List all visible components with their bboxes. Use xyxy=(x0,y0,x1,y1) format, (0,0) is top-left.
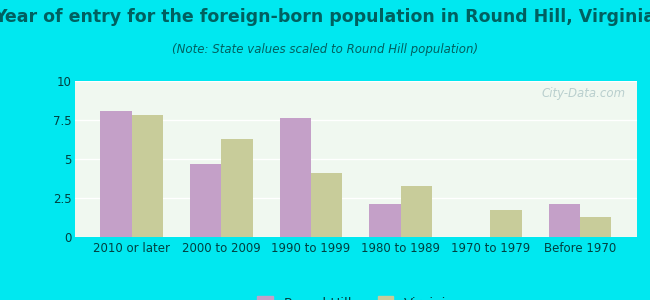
Text: City-Data.com: City-Data.com xyxy=(541,87,626,100)
Bar xyxy=(132,115,163,237)
Bar xyxy=(400,185,432,237)
Bar xyxy=(311,173,343,237)
Bar xyxy=(490,211,522,237)
Text: Year of entry for the foreign-born population in Round Hill, Virginia: Year of entry for the foreign-born popul… xyxy=(0,8,650,26)
Bar xyxy=(549,204,580,237)
Bar xyxy=(280,118,311,237)
Legend: Round Hill, Virginia: Round Hill, Virginia xyxy=(252,290,460,300)
Bar xyxy=(369,204,400,237)
Bar xyxy=(580,217,612,237)
Bar xyxy=(222,139,253,237)
Text: (Note: State values scaled to Round Hill population): (Note: State values scaled to Round Hill… xyxy=(172,44,478,56)
Bar xyxy=(100,111,132,237)
Bar xyxy=(190,164,222,237)
